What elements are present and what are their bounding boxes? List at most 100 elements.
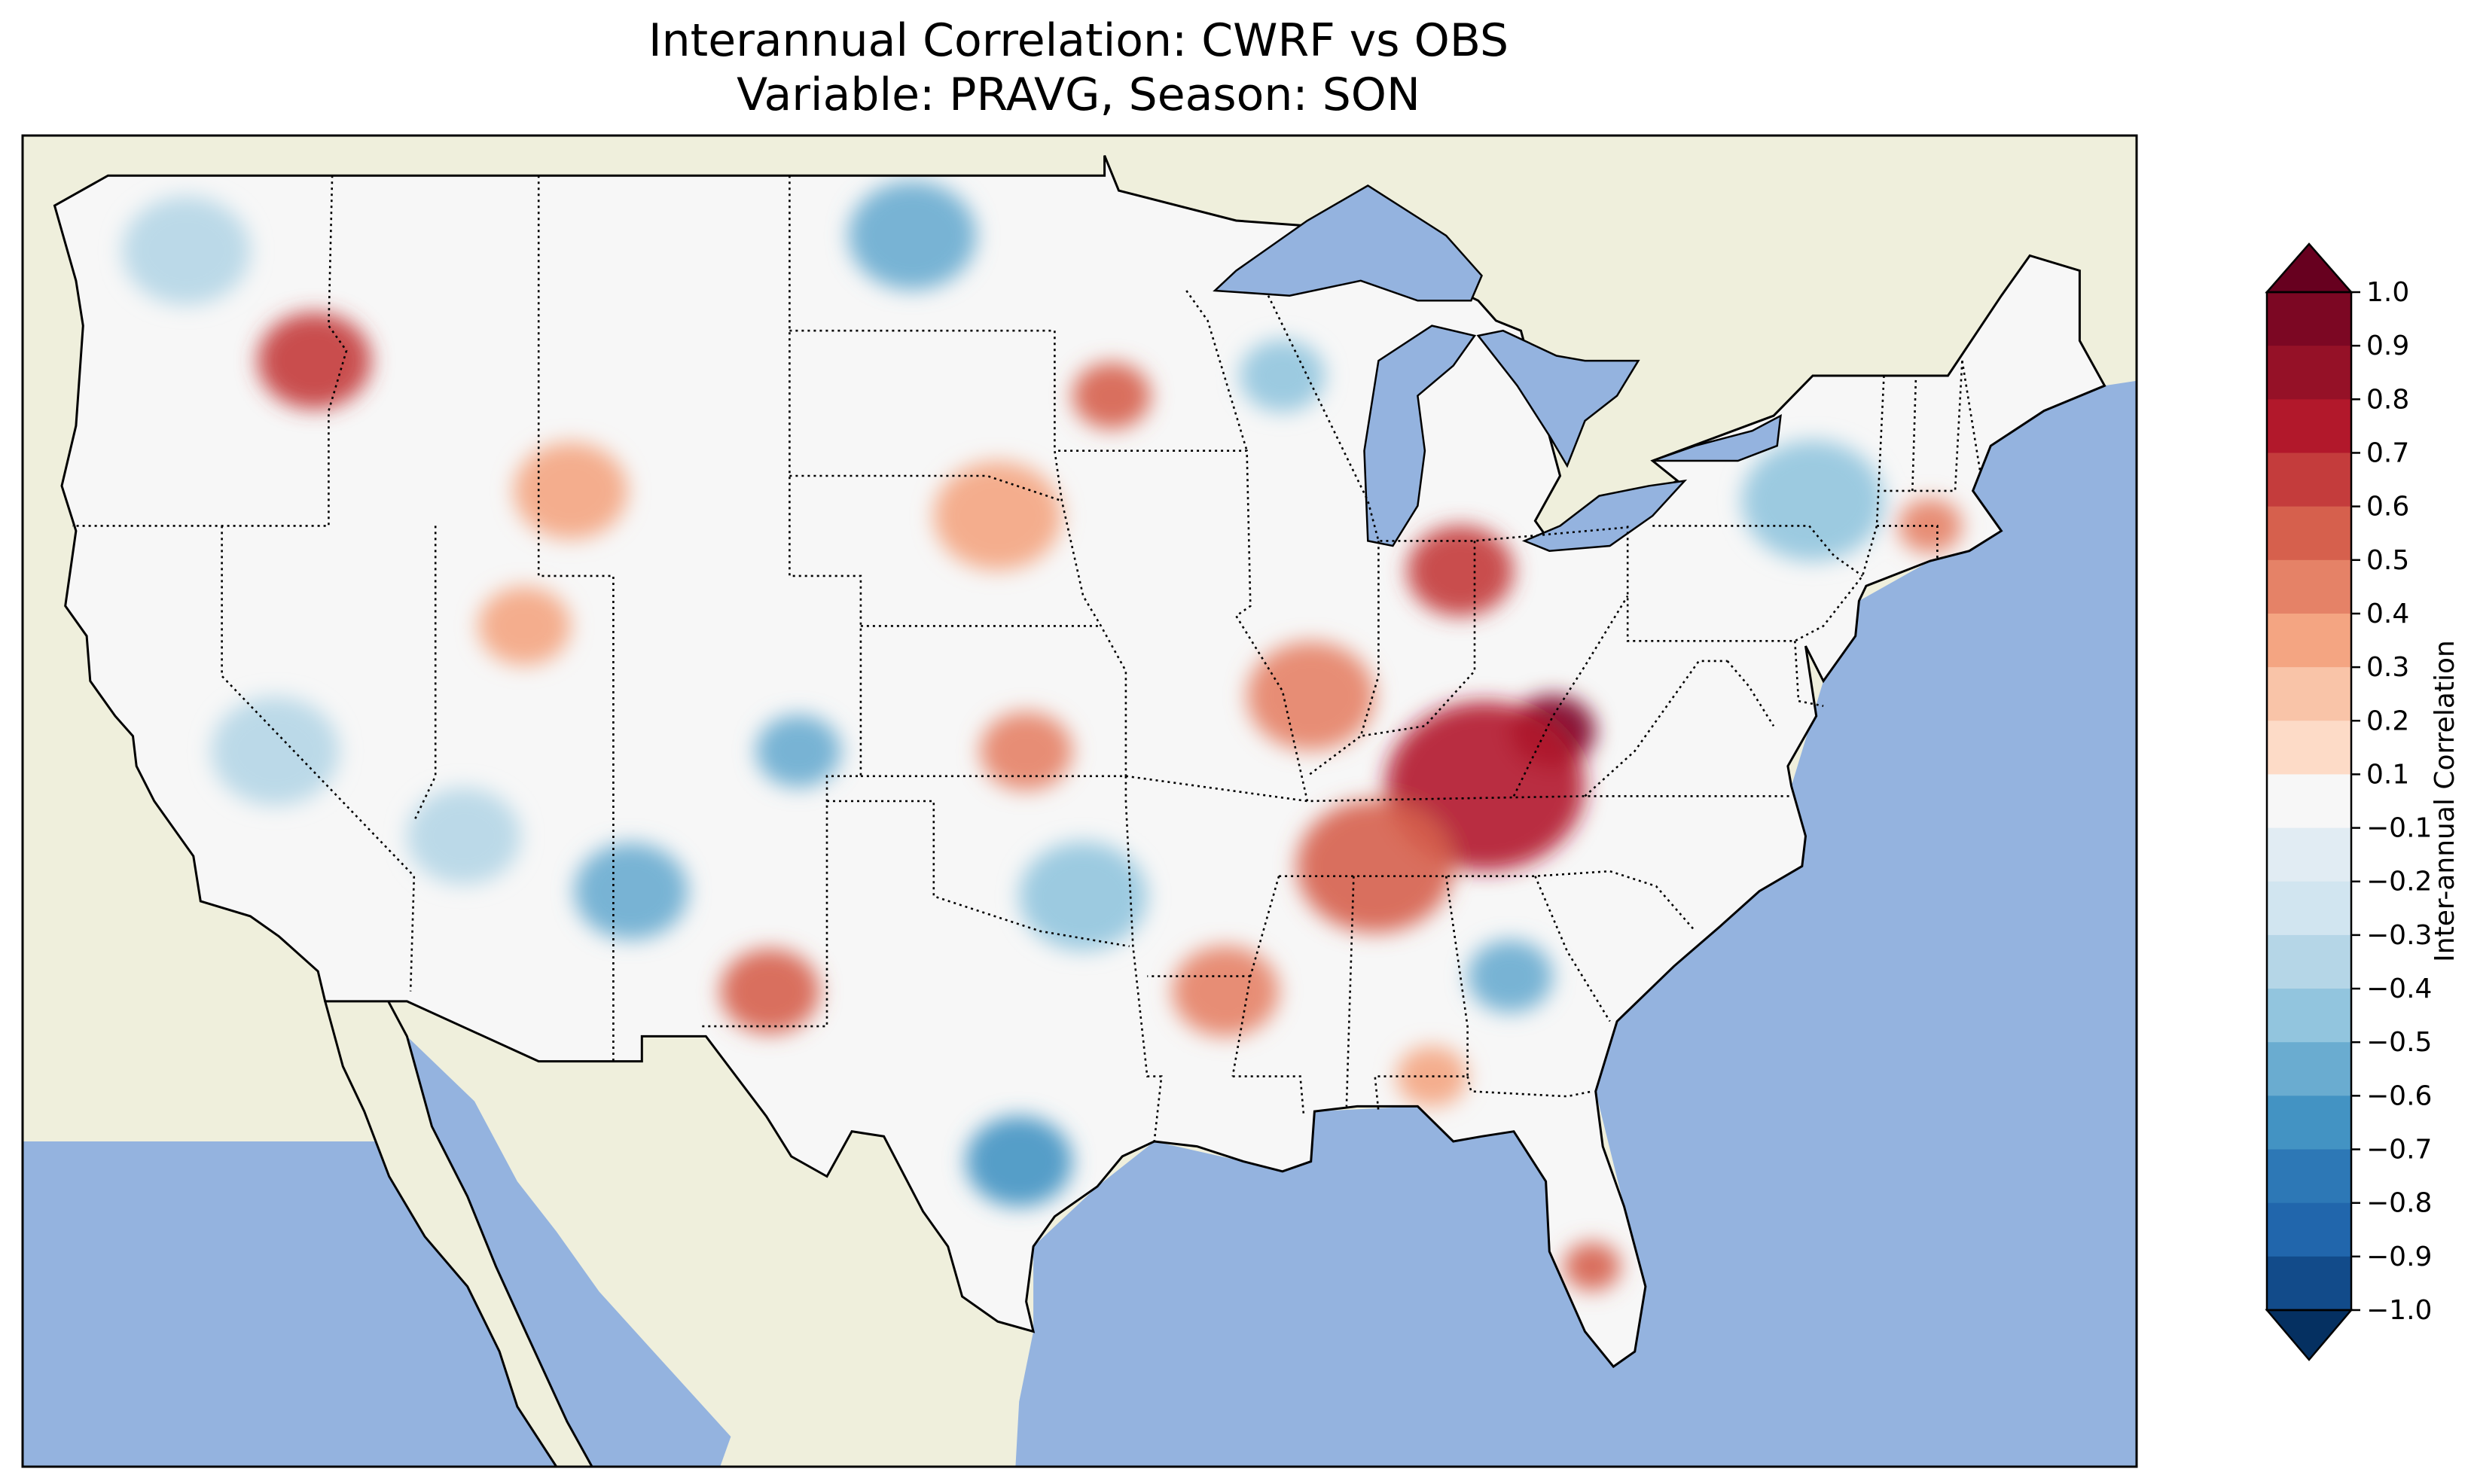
state-border [1626,375,1885,642]
colorbar-label: Inter-annual Correlation [2430,640,2460,962]
colorbar-swatch [2267,774,2351,829]
great-lakes [1213,184,1782,552]
correlation-patch [1741,440,1884,562]
colorbar-tick-label: −1.0 [2366,1295,2432,1326]
colorbar-tick-label: 0.1 [2366,759,2409,790]
state-border [1185,290,1248,452]
state-border [1058,449,1309,802]
correlation-patch [1563,1242,1621,1291]
state-border [1360,541,1476,737]
colorbar-swatch [2267,559,2351,614]
correlation-patch [211,696,340,806]
state-border [827,800,1130,948]
colorbar-tick-label: −0.3 [2366,920,2432,951]
colorbar-tick-label: −0.5 [2366,1027,2432,1058]
figure-title-line2: Variable: PRAVG, Season: SON [737,69,1420,121]
colorbar-ticks: 1.0 0.9 0.8 0.7 0.6 0.5 0.4 0.3 0.2 0.1 −0.1 −0.2 −0… [2351,277,2432,1326]
great-lake [1213,184,1483,302]
colorbar-tick-label: −0.9 [2366,1242,2432,1272]
correlation-patch [1296,800,1454,933]
colorbar-tick-label: −0.8 [2366,1188,2432,1219]
great-lake [1363,325,1477,547]
great-lake [1521,479,1688,552]
map-panel [23,136,2137,1467]
colorbar-extend-max [2265,242,2354,294]
colorbar-swatches [2267,292,2351,1311]
state-border [1884,361,1963,492]
correlation-patch [122,196,251,306]
colorbar-tick-label: 0.7 [2366,437,2409,468]
correlation-patch [257,312,372,410]
correlation-patch [514,442,628,540]
map-frame [21,134,2138,1468]
colorbar-swatch [2267,453,2351,507]
colorbar-swatch [2267,881,2351,936]
correlation-patch [407,788,521,885]
correlation-patch [1246,641,1375,751]
colorbar-tick-label: 0.6 [2366,492,2409,523]
state-border [1911,375,1917,491]
colorbar-frame [2265,291,2353,1312]
colorbar-swatch [2267,827,2351,882]
correlation-patch [1396,1046,1468,1107]
figure-title-line1: Interannual Correlation: CWRF vs OBS [648,14,1508,67]
state-border [1652,525,1863,577]
colorbar-tick-label: −0.2 [2366,867,2432,897]
colorbar-swatch [2267,346,2351,400]
colorbar-tick-label: 0.9 [2366,331,2409,361]
correlation-patch [1898,498,1963,553]
great-lake [1476,329,1640,468]
colorbar-tick-label: −0.7 [2366,1135,2432,1166]
state-border [1267,295,1628,542]
correlation-patch [1240,339,1325,413]
state-border [1232,1075,1305,1117]
correlation-patch [980,712,1073,791]
colorbar-extend-min [2265,1309,2354,1361]
correlation-patch [1407,526,1515,617]
state-border [72,175,348,527]
colorbar-swatch [2267,934,2351,989]
state-border [1231,876,1280,1077]
state-border [1877,525,1939,561]
correlation-patch [933,461,1062,571]
colorbar-swatch [2267,1042,2351,1096]
state-border [537,175,615,1062]
correlation-patch [574,843,688,940]
state-border [860,775,1792,803]
correlation-patch [966,1116,1073,1207]
colorbar: 1.0 0.9 0.8 0.7 0.6 0.5 0.4 0.3 0.2 0.1 −0.1 −0.2 −0… [2265,242,2460,1361]
colorbar-tick-label: 0.5 [2366,545,2409,576]
colorbar-tick-label: 1.0 [2366,277,2409,308]
state-border [1345,876,1355,1107]
correlation-patch [720,949,820,1034]
colorbar-swatch [2267,989,2351,1043]
correlation-patch [477,587,571,666]
colorbar-swatch [2267,613,2351,668]
colorbar-swatch [2267,1095,2351,1150]
colorbar-tick-label: −0.4 [2366,974,2432,1004]
correlation-patch [848,181,977,291]
state-border [1794,641,1824,707]
colorbar-swatch [2267,667,2351,721]
colorbar-swatch [2267,292,2351,346]
state-border [1961,360,1981,471]
colorbar-swatch [2267,721,2351,775]
cuba [1467,1465,1618,1467]
correlation-patch [1019,841,1148,951]
colorbar-swatch [2267,1149,2351,1204]
correlation-patch [1072,362,1152,429]
colorbar-tick-label: 0.8 [2366,384,2409,415]
colorbar-swatch [2267,1202,2351,1257]
state-border [1466,1076,1593,1098]
correlation-patches [122,181,1963,1291]
state-border [413,526,437,822]
correlation-patch [1172,946,1280,1037]
state-border [1124,776,1163,1142]
state-border [1584,660,1728,797]
state-border [1307,541,1380,777]
colorbar-swatch [2267,399,2351,453]
colorbar-tick-label: 0.4 [2366,599,2409,629]
colorbar-tick-label: −0.6 [2366,1080,2432,1111]
state-borders [72,175,1981,1142]
correlation-patch [755,715,841,788]
